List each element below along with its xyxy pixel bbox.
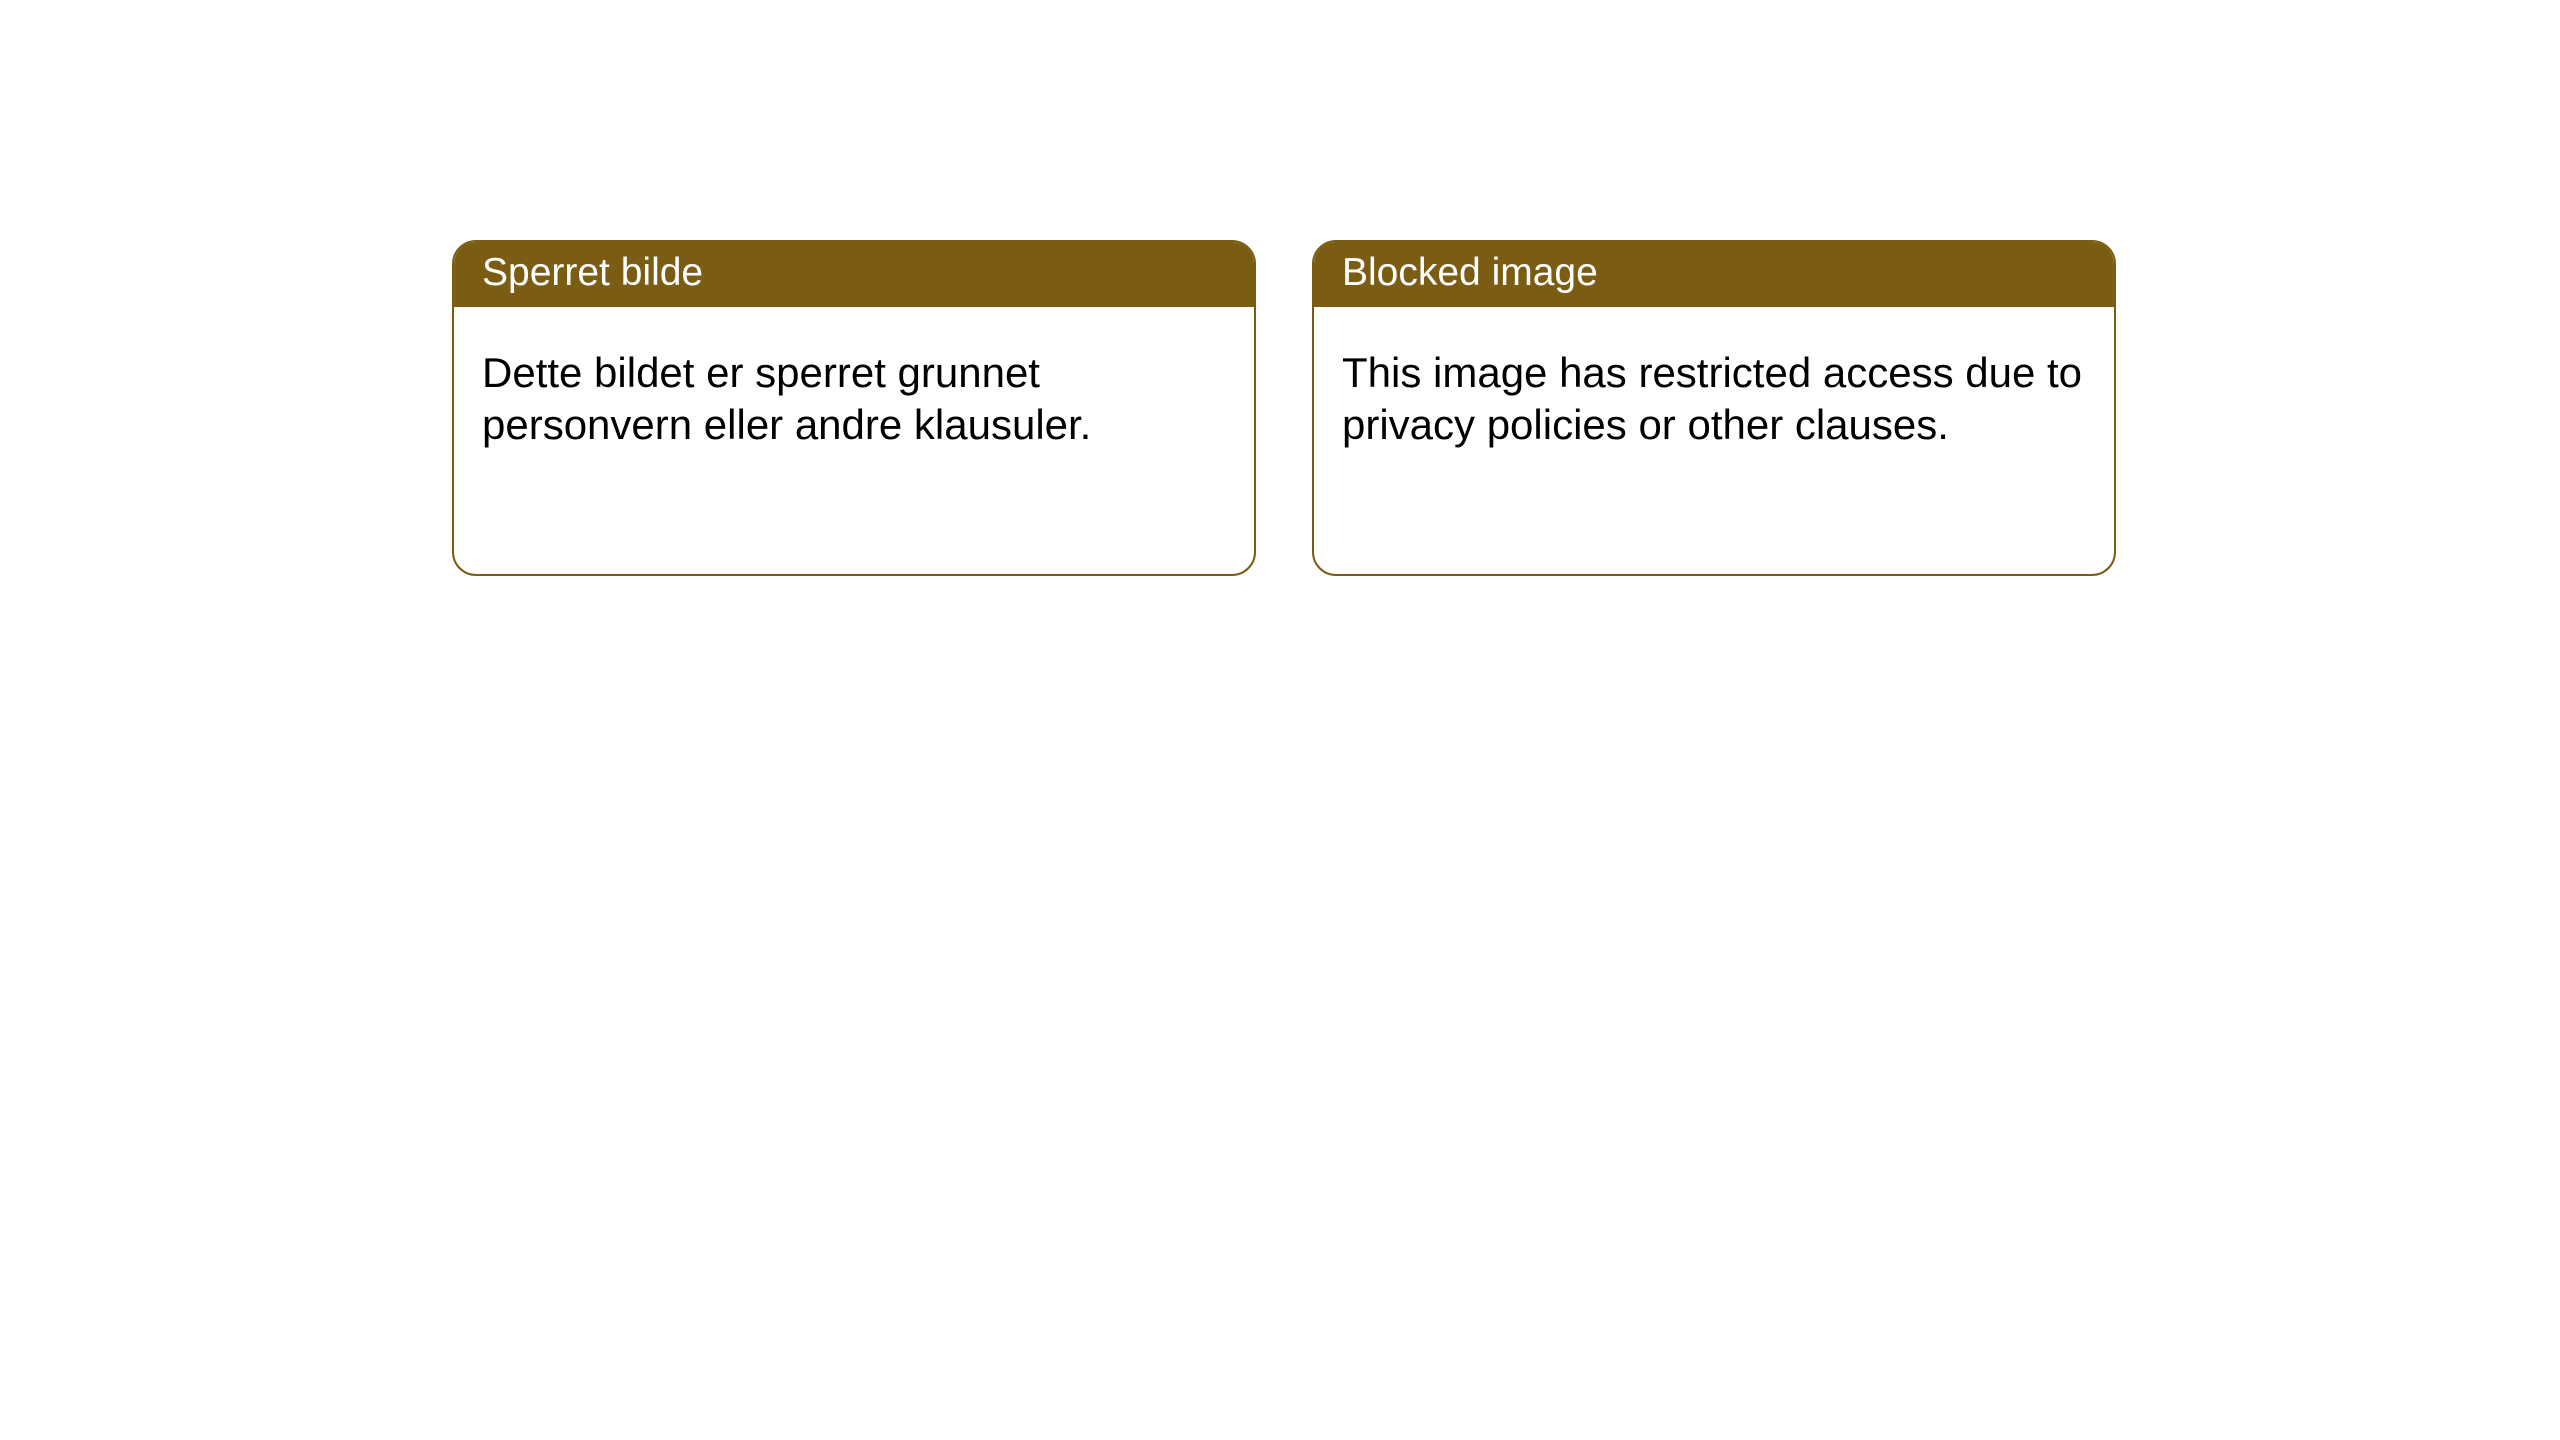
notice-container: Sperret bilde Dette bildet er sperret gr… (0, 0, 2560, 576)
notice-card-english: Blocked image This image has restricted … (1312, 240, 2116, 576)
notice-header: Blocked image (1314, 242, 2114, 307)
notice-header: Sperret bilde (454, 242, 1254, 307)
notice-body-text: Dette bildet er sperret grunnet personve… (454, 307, 1254, 480)
notice-card-norwegian: Sperret bilde Dette bildet er sperret gr… (452, 240, 1256, 576)
notice-body-text: This image has restricted access due to … (1314, 307, 2114, 480)
